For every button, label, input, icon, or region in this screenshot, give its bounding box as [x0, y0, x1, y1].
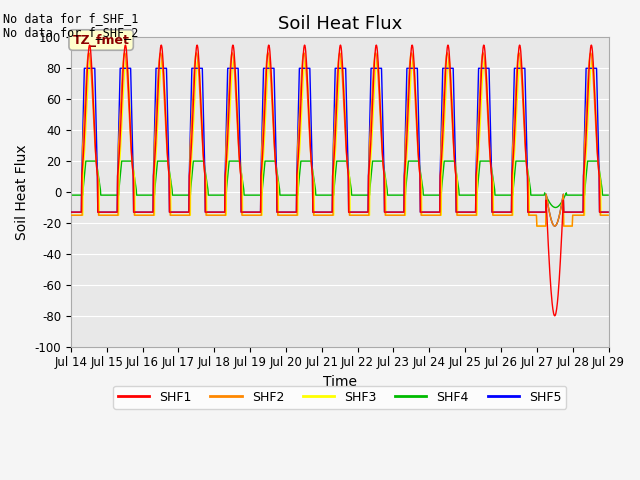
- Y-axis label: Soil Heat Flux: Soil Heat Flux: [15, 144, 29, 240]
- Text: No data for f_SHF_2: No data for f_SHF_2: [3, 26, 139, 39]
- Legend: SHF1, SHF2, SHF3, SHF4, SHF5: SHF1, SHF2, SHF3, SHF4, SHF5: [113, 385, 566, 408]
- Title: Soil Heat Flux: Soil Heat Flux: [278, 15, 402, 33]
- Text: No data for f_SHF_1: No data for f_SHF_1: [3, 12, 139, 24]
- X-axis label: Time: Time: [323, 375, 356, 389]
- Text: TZ_fmet: TZ_fmet: [73, 34, 129, 47]
